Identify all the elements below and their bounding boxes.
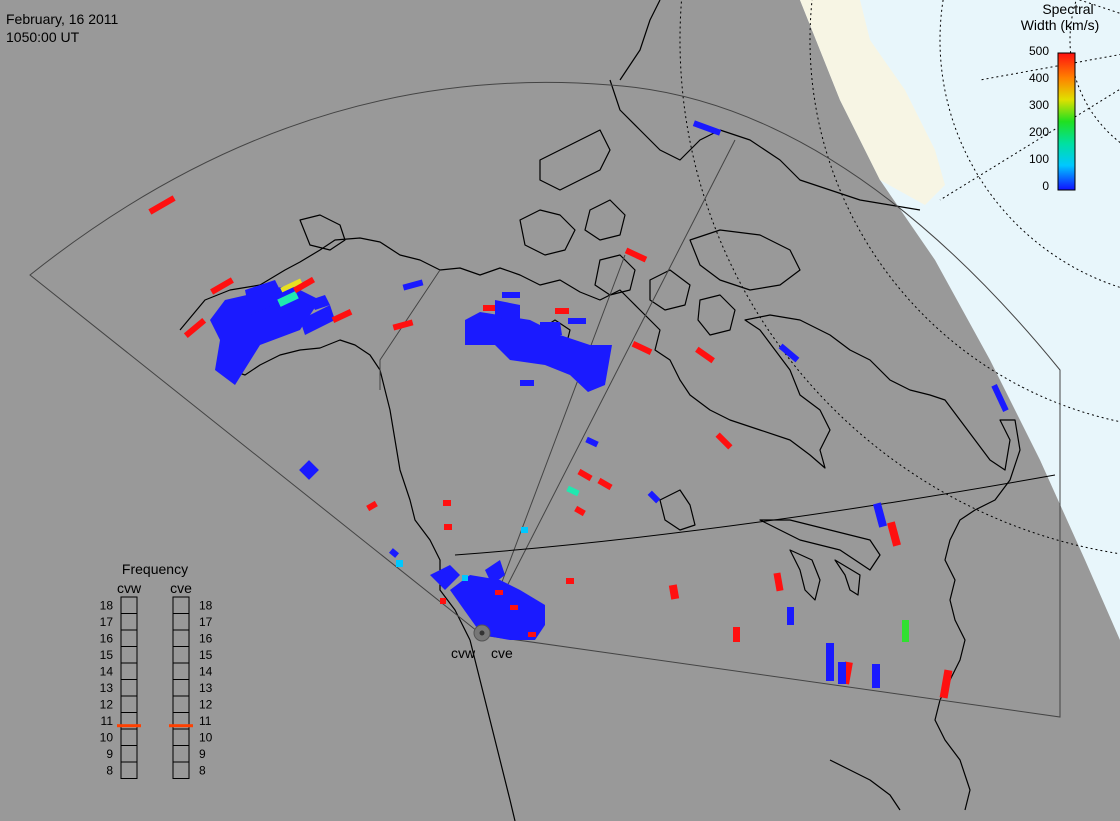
frequency-cell-cvw [120,761,138,779]
frequency-right-label: cve [170,580,192,596]
frequency-tick-left: 14 [100,664,114,678]
frequency-tick-left: 15 [100,648,114,662]
frequency-marker-cve [169,724,193,728]
frequency-tick-right: 15 [199,648,213,662]
coastlines [179,0,1021,821]
echo-cluster-alaska [210,280,335,385]
frequency-title: Frequency [122,561,188,577]
echo-fan-radar [430,560,545,640]
frequency-ticks: 18 18 17 17 16 16 15 15 14 14 13 13 12 12 11 11 10 10 9 9 8 8 [100,598,213,777]
frequency-tick-left: 17 [100,615,114,629]
radar-label-west: cvw [451,645,476,661]
frequency-tick-right: 14 [199,664,213,678]
colorbar-tick-500: 500 [1029,44,1049,58]
echo-teal-segment [566,485,580,497]
radar-site-center [479,630,485,636]
colorbar-tick-400: 400 [1029,71,1049,85]
frequency-tick-right: 10 [199,730,213,744]
colorbar-tick-100: 100 [1029,152,1049,166]
echo-alaska-teal [277,291,299,307]
frequency-tick-right: 9 [199,747,206,761]
radar-label-east: cve [491,645,513,661]
map-date: February, 16 2011 [6,11,119,27]
colorbar-tick-300: 300 [1029,98,1049,112]
frequency-tick-right: 16 [199,631,213,645]
polar-grid [679,0,1120,555]
colorbar-tick-200: 200 [1029,125,1049,139]
frequency-panel: Frequency cvw cve 18 18 17 17 16 16 15 15 14 14 13… [100,561,213,779]
frequency-cell-cve [172,761,190,779]
radar-echoes [148,120,1009,699]
map-time: 1050:00 UT [6,29,80,45]
frequency-bar-cve [172,596,190,779]
frequency-tick-left: 9 [106,747,113,761]
echo-cyan-segments [396,527,528,567]
echo-blue-segments [299,120,1009,688]
frequency-tick-left: 11 [101,714,114,728]
frequency-tick-right: 18 [199,598,213,612]
frequency-tick-right: 11 [199,714,212,728]
frequency-bar-cvw [120,596,138,779]
echo-cluster-central [465,300,612,392]
frequency-tick-right: 13 [199,681,213,695]
colorbar-title-line1: Spectral [1042,1,1093,17]
radar-fov-outline [29,81,1061,718]
colorbar-gradient [1057,52,1076,191]
frequency-tick-left: 16 [100,631,114,645]
colorbar-title-line2: Width (km/s) [1021,17,1100,33]
frequency-tick-left: 18 [100,598,114,612]
sunlit-region [800,0,945,205]
frequency-tick-left: 8 [106,763,113,777]
echo-green-segment [902,620,909,642]
frequency-tick-left: 12 [100,697,114,711]
echo-alaska-yellow [280,278,303,293]
colorbar: Spectral Width (km/s) 500 400 300 200 10… [1021,1,1100,193]
frequency-left-label: cvw [117,580,142,596]
frequency-tick-right: 8 [199,763,206,777]
frequency-tick-right: 17 [199,615,213,629]
colorbar-tick-0: 0 [1042,179,1049,193]
frequency-tick-left: 10 [100,730,114,744]
frequency-tick-right: 12 [199,697,213,711]
frequency-tick-left: 13 [100,681,114,695]
frequency-marker-cvw [117,724,141,728]
